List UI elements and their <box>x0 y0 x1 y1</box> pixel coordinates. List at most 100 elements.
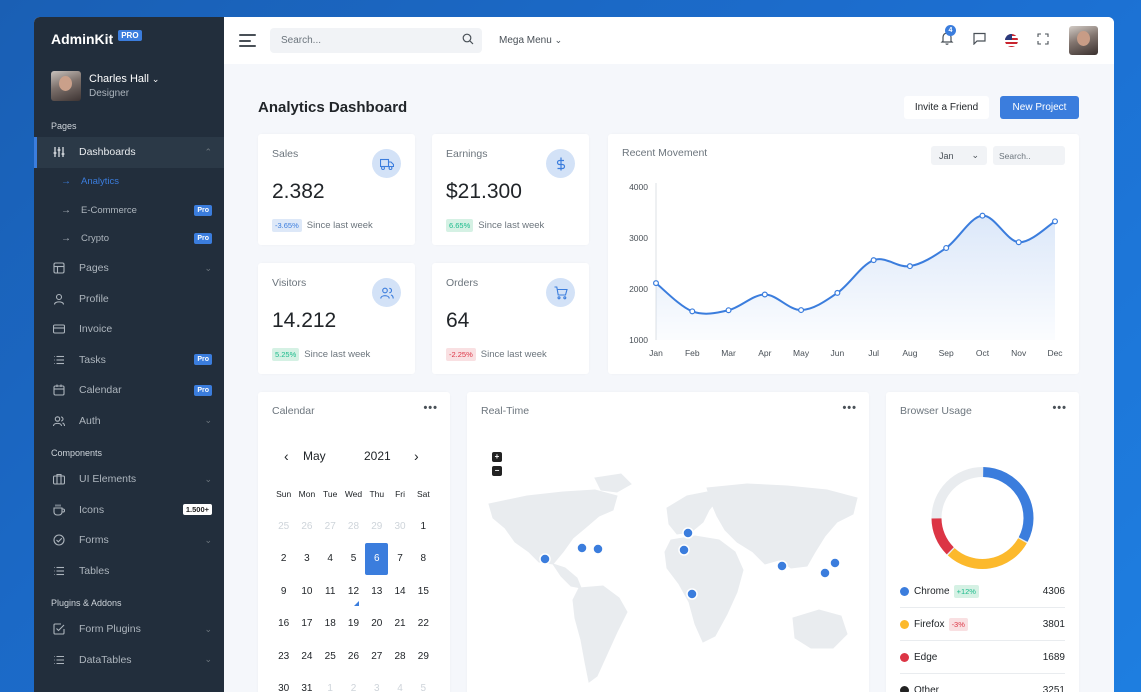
map-marker[interactable] <box>829 557 841 569</box>
calendar-day[interactable]: 2 <box>280 553 287 565</box>
sidebar-item-forms[interactable]: Forms ⌄ <box>34 525 224 556</box>
calendar-day[interactable]: 5 <box>420 683 427 692</box>
map-marker[interactable] <box>819 567 831 579</box>
sidebar-subitem-ecommerce[interactable]: → E-Commerce Pro <box>34 196 224 225</box>
calendar-day[interactable]: 25 <box>324 650 336 662</box>
brand-logo[interactable]: AdminKit PRO <box>34 17 224 61</box>
calendar-next-button[interactable]: › <box>414 448 419 464</box>
sidebar-subitem-crypto[interactable]: → Crypto Pro <box>34 225 224 254</box>
sidebar-item-datatables[interactable]: DataTables ⌄ <box>34 645 224 676</box>
calendar-day[interactable]: 12 <box>342 586 365 606</box>
calendar-day[interactable]: 26 <box>347 650 360 662</box>
map-marker[interactable] <box>539 553 551 565</box>
data-point[interactable] <box>761 291 768 298</box>
search-input[interactable] <box>281 35 462 46</box>
donut-slice-edge[interactable] <box>931 518 954 555</box>
sidebar-item-form-plugins[interactable]: Form Plugins ⌄ <box>34 614 224 645</box>
data-point[interactable] <box>979 212 986 219</box>
calendar-day[interactable]: 2 <box>350 683 357 692</box>
data-point[interactable] <box>725 307 732 314</box>
calendar-day[interactable]: 7 <box>397 553 403 565</box>
user-profile[interactable]: Charles Hall ⌄ Designer <box>34 61 224 113</box>
calendar-day[interactable]: 20 <box>371 618 383 630</box>
calendar-day[interactable]: 4 <box>397 683 403 692</box>
calendar-day[interactable]: 1 <box>420 520 427 532</box>
calendar-day[interactable]: 14 <box>394 585 406 597</box>
calendar-day[interactable]: 27 <box>371 650 383 662</box>
calendar-day[interactable]: 24 <box>301 650 313 662</box>
language-button[interactable] <box>995 34 1027 47</box>
map-marker[interactable] <box>686 588 698 600</box>
calendar-day[interactable]: 31 <box>301 683 313 692</box>
invite-friend-button[interactable]: Invite a Friend <box>904 96 989 119</box>
data-point[interactable] <box>1015 239 1022 246</box>
sidebar-item-tables[interactable]: Tables <box>34 556 224 587</box>
calendar-day[interactable]: 28 <box>394 650 406 662</box>
sidebar-item-icons[interactable]: Icons 1.500+ <box>34 495 224 526</box>
more-options-icon[interactable]: ••• <box>1052 402 1067 414</box>
data-point[interactable] <box>798 307 805 314</box>
calendar-day[interactable]: 8 <box>420 553 427 565</box>
sidebar-item-tasks[interactable]: Tasks Pro <box>34 345 224 376</box>
calendar-day[interactable]: 25 <box>278 520 290 532</box>
search-icon[interactable] <box>462 32 474 50</box>
calendar-day[interactable]: 6 <box>365 542 389 575</box>
calendar-day[interactable]: 29 <box>417 650 429 662</box>
data-point[interactable] <box>870 257 877 264</box>
month-select[interactable]: Jan ⌄ <box>931 146 987 165</box>
calendar-day[interactable]: 16 <box>278 618 290 630</box>
data-point[interactable] <box>689 308 696 315</box>
new-project-button[interactable]: New Project <box>1000 96 1079 119</box>
data-point[interactable] <box>834 289 841 296</box>
calendar-day[interactable]: 18 <box>324 618 336 630</box>
calendar-day[interactable]: 3 <box>373 683 380 692</box>
calendar-day[interactable]: 10 <box>301 585 313 597</box>
map-marker[interactable] <box>776 560 788 572</box>
data-point[interactable] <box>652 280 659 287</box>
calendar-day[interactable]: 13 <box>371 585 383 597</box>
data-point[interactable] <box>943 244 950 251</box>
map-marker[interactable] <box>592 543 604 555</box>
calendar-day[interactable]: 27 <box>324 520 336 532</box>
calendar-day[interactable]: 4 <box>327 553 333 565</box>
calendar-day[interactable]: 1 <box>327 683 333 692</box>
sidebar-item-invoice[interactable]: Invoice <box>34 314 224 345</box>
avatar[interactable] <box>1069 26 1098 55</box>
fullscreen-button[interactable] <box>1027 32 1059 50</box>
donut-slice-firefox[interactable] <box>947 538 1027 569</box>
sidebar-item-calendar[interactable]: Calendar Pro <box>34 375 224 406</box>
calendar-prev-button[interactable]: ‹ <box>284 448 289 464</box>
sidebar-item-profile[interactable]: Profile <box>34 284 224 315</box>
sidebar-item-ui-elements[interactable]: UI Elements ⌄ <box>34 464 224 495</box>
calendar-day[interactable]: 28 <box>347 520 360 532</box>
more-options-icon[interactable]: ••• <box>423 402 438 414</box>
data-point[interactable] <box>906 263 913 270</box>
calendar-day[interactable]: 21 <box>394 618 406 630</box>
map-marker[interactable] <box>678 544 690 556</box>
map-marker[interactable] <box>682 527 694 539</box>
mega-menu-dropdown[interactable]: Mega Menu ⌄ <box>499 35 562 46</box>
messages-button[interactable] <box>963 32 995 50</box>
calendar-year[interactable]: 2021 <box>364 449 391 463</box>
calendar-day[interactable]: 5 <box>350 553 357 565</box>
sidebar-item-dashboards[interactable]: Dashboards ⌃ <box>34 137 224 168</box>
calendar-day[interactable]: 15 <box>417 585 429 597</box>
data-point[interactable] <box>1052 218 1059 225</box>
sidebar-item-auth[interactable]: Auth ⌄ <box>34 406 224 437</box>
notifications-button[interactable]: 4 <box>931 25 963 50</box>
donut-slice-chrome[interactable] <box>982 467 1034 542</box>
calendar-day[interactable]: 17 <box>301 618 313 630</box>
calendar-day[interactable]: 23 <box>278 650 290 662</box>
calendar-day[interactable]: 19 <box>347 618 360 630</box>
calendar-day[interactable]: 22 <box>417 618 429 630</box>
calendar-day[interactable]: 9 <box>280 585 287 597</box>
calendar-day[interactable]: 3 <box>304 553 310 565</box>
hamburger-menu-icon[interactable] <box>239 34 256 47</box>
map-marker[interactable] <box>576 542 588 554</box>
calendar-day[interactable]: 26 <box>301 520 313 532</box>
sidebar-item-pages[interactable]: Pages ⌄ <box>34 253 224 284</box>
calendar-day[interactable]: 30 <box>394 520 406 532</box>
chart-search-input[interactable]: Search.. <box>993 146 1065 165</box>
more-options-icon[interactable]: ••• <box>842 402 857 414</box>
map-zoom-in-button[interactable]: + <box>492 452 502 462</box>
